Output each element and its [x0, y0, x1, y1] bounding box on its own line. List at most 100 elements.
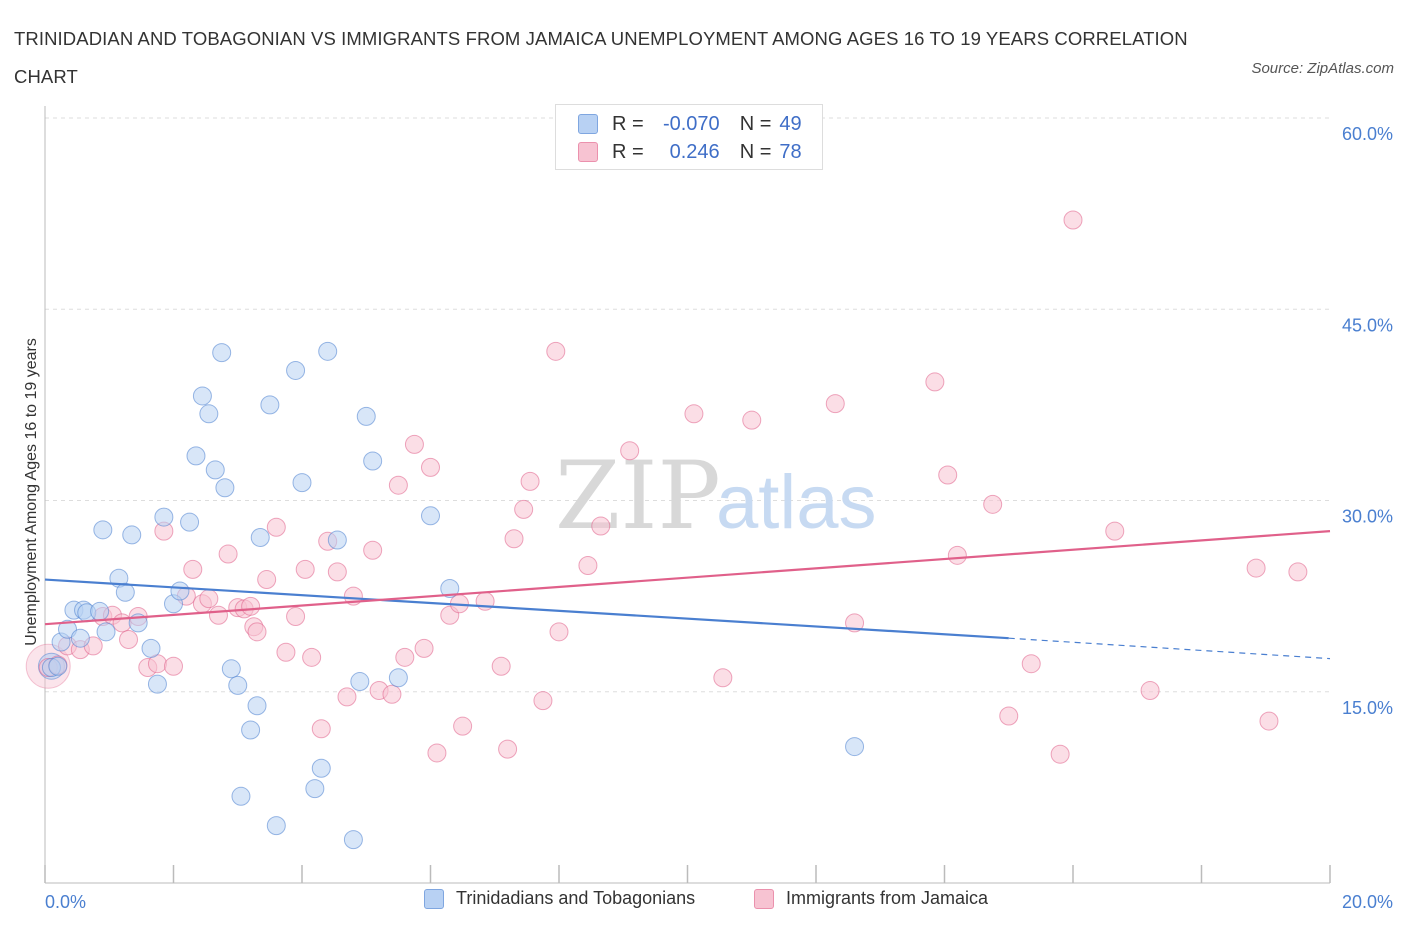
- point-jamaica: [388, 475, 408, 495]
- point-jamaica: [1246, 558, 1266, 578]
- point-jamaica: [119, 629, 139, 649]
- point-jamaica: [257, 570, 277, 590]
- point-trinidadian: [199, 404, 219, 424]
- point-jamaica: [302, 647, 322, 667]
- point-jamaica: [546, 341, 566, 361]
- trend-lines: [44, 530, 1331, 660]
- point-jamaica: [395, 647, 415, 667]
- point-jamaica: [337, 687, 357, 707]
- point-trinidadian: [90, 601, 110, 621]
- legend-r-value: -0.070: [662, 112, 720, 135]
- point-jamaica: [520, 471, 540, 491]
- point-trinidadian: [154, 507, 174, 527]
- trend-line-extension: [1008, 637, 1331, 660]
- y-tick-label: 15.0%: [1342, 698, 1393, 718]
- x-tick-label: 20.0%: [1342, 892, 1393, 912]
- point-jamaica: [925, 372, 945, 392]
- point-trinidadian: [363, 451, 383, 471]
- point-jamaica: [453, 716, 473, 736]
- legend-item-trinidadian[interactable]: Trinidadians and Tobagonians: [424, 888, 695, 909]
- point-trinidadian: [421, 506, 440, 526]
- axes: [44, 106, 1331, 884]
- point-trinidadian: [292, 473, 312, 493]
- legend-r-label: R =: [612, 140, 644, 163]
- point-trinidadian: [343, 830, 363, 850]
- point-jamaica: [938, 465, 958, 485]
- point-jamaica: [241, 596, 261, 616]
- point-jamaica: [983, 494, 1003, 514]
- point-jamaica: [208, 605, 228, 625]
- point-jamaica: [327, 562, 347, 582]
- point-jamaica: [514, 499, 534, 519]
- legend-r-label: R =: [612, 112, 644, 135]
- legend-label-jamaica: Immigrants from Jamaica: [786, 888, 989, 908]
- trend-line-jamaica: [44, 530, 1331, 626]
- point-jamaica: [713, 668, 733, 688]
- point-trinidadian: [192, 386, 212, 406]
- point-jamaica: [947, 545, 967, 565]
- point-trinidadian: [96, 622, 116, 642]
- y-tick-label: 30.0%: [1342, 507, 1393, 527]
- point-trinidadian: [141, 638, 161, 658]
- watermark: ZIP atlas: [555, 442, 877, 551]
- point-trinidadian: [228, 675, 248, 695]
- point-trinidadian: [70, 628, 90, 648]
- point-trinidadian: [250, 527, 270, 547]
- source-label: Source: ZipAtlas.com: [1251, 60, 1394, 77]
- point-trinidadian: [241, 720, 261, 740]
- point-jamaica: [1021, 654, 1041, 674]
- legend-n-label: N =: [739, 112, 772, 135]
- point-jamaica: [1050, 744, 1070, 764]
- legend-swatch-blue: [578, 114, 598, 134]
- point-trinidadian: [260, 395, 280, 415]
- point-jamaica: [1140, 680, 1160, 700]
- point-jamaica: [504, 529, 524, 549]
- point-jamaica: [498, 739, 518, 759]
- point-trinidadian: [212, 343, 232, 363]
- point-trinidadian: [122, 525, 142, 545]
- point-jamaica: [845, 613, 865, 633]
- point-jamaica: [112, 613, 132, 633]
- point-jamaica: [491, 656, 511, 676]
- legend-swatch-blue: [424, 888, 444, 909]
- point-jamaica: [427, 743, 447, 763]
- legend-row-jamaica: R = 0.246 N = 78: [578, 139, 802, 165]
- point-trinidadian: [205, 460, 225, 480]
- point-jamaica: [382, 684, 402, 704]
- point-jamaica: [363, 540, 383, 560]
- series-legend: Trinidadians and Tobagonians Immigrants …: [0, 888, 1406, 918]
- point-jamaica: [218, 544, 238, 564]
- point-jamaica: [286, 607, 306, 627]
- legend-swatch-pink: [578, 142, 598, 162]
- point-jamaica: [1259, 711, 1279, 731]
- trend-line-trinidadian: [44, 578, 1009, 640]
- tick-labels: 15.0% 30.0% 45.0% 60.0% 0.0% 20.0%: [45, 124, 1393, 912]
- y-tick-label: 45.0%: [1342, 315, 1393, 335]
- point-jamaica: [549, 622, 569, 642]
- point-trinidadian: [215, 478, 235, 498]
- point-jamaica: [266, 517, 286, 537]
- y-tick-label: 60.0%: [1342, 124, 1393, 144]
- legend-row-trinidadian: R = -0.070 N = 49: [578, 111, 802, 137]
- point-jamaica: [183, 559, 203, 579]
- point-trinidadian: [305, 779, 325, 799]
- legend-r-value: 0.246: [669, 140, 720, 163]
- point-jamaica: [199, 589, 219, 609]
- legend-item-jamaica[interactable]: Immigrants from Jamaica: [754, 888, 988, 909]
- point-jamaica: [276, 642, 296, 662]
- point-trinidadian: [221, 659, 241, 679]
- point-trinidadian: [327, 530, 347, 550]
- point-jamaica: [404, 434, 424, 454]
- point-jamaica: [295, 559, 315, 579]
- point-trinidadian: [247, 696, 267, 716]
- legend-label-trinidadian: Trinidadians and Tobagonians: [456, 888, 696, 908]
- point-trinidadian: [350, 672, 370, 692]
- point-jamaica: [742, 410, 762, 430]
- watermark-atlas: atlas: [716, 460, 877, 545]
- point-trinidadian: [286, 360, 306, 380]
- point-trinidadian: [311, 758, 331, 778]
- point-trinidadian: [186, 446, 206, 466]
- point-jamaica: [164, 656, 183, 676]
- y-axis-label: Unemployment Among Ages 16 to 19 years: [23, 338, 40, 646]
